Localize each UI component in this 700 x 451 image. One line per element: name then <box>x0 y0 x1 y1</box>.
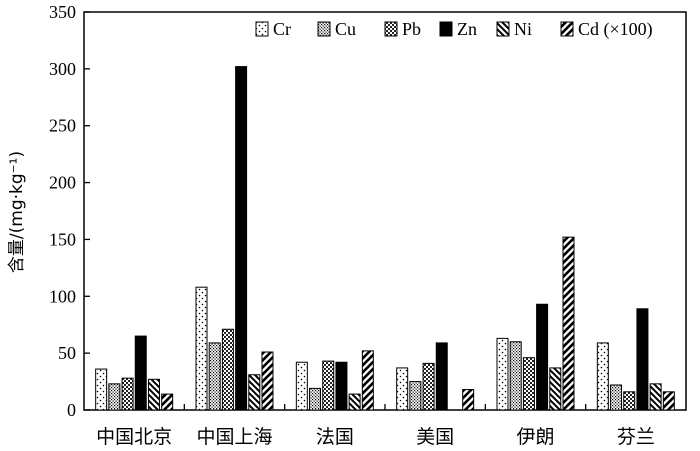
bar-cu-2 <box>309 387 322 411</box>
legend: Cr Cu Pb Zn Ni Cd (×100) <box>255 19 653 40</box>
bar-cr-5 <box>596 342 609 411</box>
bar-pb-5 <box>623 391 636 411</box>
x-category-label: 法国 <box>316 426 354 448</box>
x-category-label: 中国上海 <box>196 426 272 448</box>
bar-ni-1 <box>248 374 261 411</box>
y-tick-label: 250 <box>49 116 76 136</box>
plot-border <box>83 11 687 411</box>
bar-cr-4 <box>496 337 509 411</box>
legend-swatch <box>317 21 331 37</box>
bar-pb-4 <box>522 357 535 411</box>
bar-zn-0 <box>134 335 147 411</box>
bar-zn-2 <box>335 361 348 411</box>
bar-cd-2 <box>361 350 374 411</box>
bar-cr-3 <box>396 367 409 411</box>
bar-pb-1 <box>221 328 234 411</box>
bar-cu-4 <box>509 341 522 411</box>
bar-ni-5 <box>649 383 662 411</box>
bar-cd-1 <box>261 351 274 411</box>
legend-swatch <box>496 21 510 37</box>
bar-cr-0 <box>95 368 108 411</box>
legend-swatch <box>255 21 269 37</box>
y-tick-label: 0 <box>67 400 76 420</box>
bar-cu-0 <box>108 383 121 411</box>
bar-cu-1 <box>208 342 221 411</box>
bar-cr-1 <box>195 286 208 411</box>
bar-cu-3 <box>409 381 422 411</box>
y-axis: 0 50 100 150 200 250 300 350 <box>49 2 90 420</box>
y-tick-label: 350 <box>49 2 76 22</box>
bar-zn-4 <box>536 303 549 411</box>
x-category-label: 芬兰 <box>617 426 655 448</box>
bar-cd-5 <box>662 391 675 411</box>
legend-swatch <box>384 21 398 37</box>
plot-frame <box>83 11 687 411</box>
legend-swatch <box>439 21 453 37</box>
bar-cd-3 <box>462 389 475 411</box>
y-tick-label: 150 <box>49 229 76 249</box>
bar-pb-2 <box>322 360 335 411</box>
y-tick-label: 300 <box>49 59 76 79</box>
bar-zn-3 <box>435 342 448 411</box>
y-tick-label: 100 <box>49 286 76 306</box>
bar-cd-0 <box>161 393 174 411</box>
legend-label: Ni <box>514 19 532 39</box>
bar-zn-5 <box>636 308 649 411</box>
x-category-label: 中国北京 <box>96 426 172 448</box>
bar-zn-1 <box>235 66 248 411</box>
bar-ni-0 <box>147 378 160 411</box>
y-axis-title: 含量/(mg·kg⁻¹) <box>7 151 27 273</box>
x-category-label: 伊朗 <box>516 426 554 448</box>
bar-pb-3 <box>422 362 435 411</box>
x-axis: 中国北京 中国上海 法国 美国 伊朗 芬兰 <box>96 404 655 448</box>
legend-label: Cr <box>273 19 291 39</box>
legend-swatch <box>560 21 574 37</box>
y-tick-label: 200 <box>49 173 76 193</box>
bar-ni-2 <box>348 393 361 411</box>
legend-label: Pb <box>402 19 421 39</box>
x-category-label: 美国 <box>416 426 454 448</box>
bar-cr-2 <box>295 361 308 411</box>
bar-ni-4 <box>549 367 562 411</box>
bar-pb-0 <box>121 377 134 411</box>
legend-label: Zn <box>457 19 477 39</box>
bar-group <box>95 66 675 411</box>
y-tick-label: 50 <box>58 343 76 363</box>
legend-label: Cu <box>335 19 356 39</box>
legend-label: Cd (×100) <box>578 19 653 40</box>
bar-cu-5 <box>610 384 623 411</box>
bar-cd-4 <box>562 236 575 411</box>
